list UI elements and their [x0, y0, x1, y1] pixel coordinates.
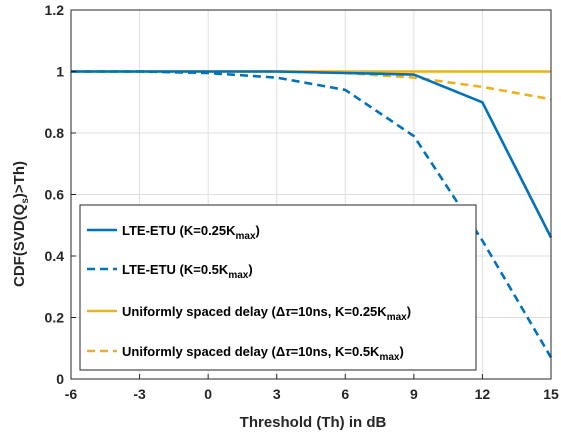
y-tick-label: 0.2 — [45, 310, 65, 326]
legend-text-sub: max — [228, 270, 248, 281]
legend-label-3: Uniformly spaced delay (Δτ=10ns, K=0.25K… — [122, 304, 411, 323]
legend-box — [79, 204, 477, 371]
legend-label-1: LTE-ETU (K=0.25Kmax) — [122, 223, 260, 242]
y-axis-title-sub: s — [20, 198, 31, 204]
y-axis-title: CDF(SVD(Qs)>Th) — [11, 161, 31, 287]
legend-text-sub: max — [379, 352, 399, 363]
y-tick-label: 0 — [56, 371, 64, 387]
x-tick-label: 15 — [543, 386, 559, 402]
y-tick-label: 0.6 — [45, 187, 65, 203]
legend-text-end: ) — [248, 262, 252, 277]
y-axis-title-main: CDF(SVD(Q — [11, 203, 28, 287]
legend-text-main: Uniformly spaced delay (Δ — [122, 304, 285, 319]
legend-text-end: ) — [407, 304, 411, 319]
legend-text-main: LTE-ETU (K=0.5K — [122, 262, 229, 277]
legend-text-end: ) — [256, 223, 260, 238]
legend-greek-tau: τ — [285, 304, 291, 319]
legend-text-main: Uniformly spaced delay (Δ — [122, 344, 285, 359]
x-tick-label: 6 — [341, 386, 349, 402]
legend-text-mid: =10ns, K=0.5K — [291, 344, 380, 359]
x-tick-label: -6 — [65, 386, 78, 402]
x-axis-title: Threshold (Th) in dB — [240, 414, 387, 431]
legend-text-end: ) — [399, 344, 403, 359]
legend-text-sub: max — [387, 312, 407, 323]
ticks: -6 -3 0 3 6 9 12 15 0 0.2 0.4 0.6 0.8 1 1.2 — [45, 2, 559, 402]
legend-text-main: LTE-ETU (K=0.25K — [122, 223, 236, 238]
x-tick-label: 12 — [475, 386, 491, 402]
y-axis-title-end: )>Th) — [11, 161, 28, 198]
x-tick-label: 3 — [273, 386, 281, 402]
legend[interactable]: LTE-ETU (K=0.25Kmax)LTE-ETU (K=0.5Kmax)U… — [79, 204, 477, 371]
x-tick-label: -3 — [133, 386, 146, 402]
y-tick-label: 1 — [56, 64, 64, 80]
legend-text-sub: max — [236, 231, 256, 242]
y-tick-label: 0.8 — [45, 125, 65, 141]
legend-label-4: Uniformly spaced delay (Δτ=10ns, K=0.5Km… — [122, 344, 404, 363]
x-tick-label: 9 — [410, 386, 418, 402]
y-tick-label: 1.2 — [45, 2, 65, 18]
legend-label-2: LTE-ETU (K=0.5Kmax) — [122, 262, 253, 281]
y-tick-label: 0.4 — [45, 248, 65, 264]
legend-greek-tau: τ — [285, 344, 291, 359]
legend-text-mid: =10ns, K=0.25K — [291, 304, 388, 319]
x-tick-label: 0 — [204, 386, 212, 402]
